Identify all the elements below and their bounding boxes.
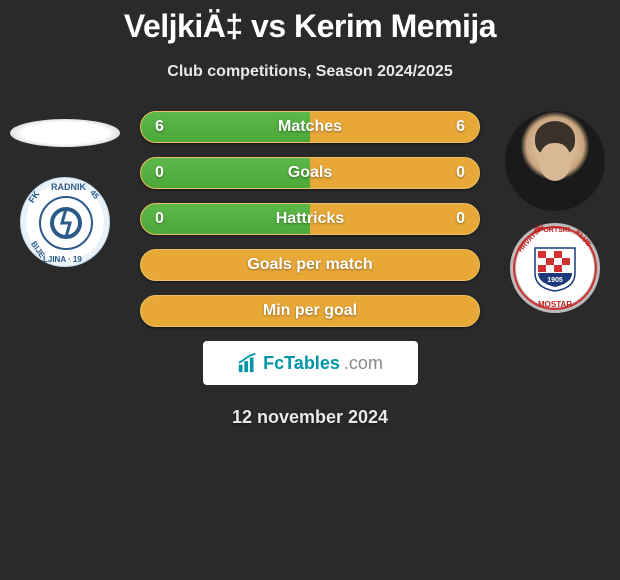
stat-bars: 6 Matches 6 0 Goals 0 0 Hattricks 0 Goal… — [140, 111, 480, 327]
stat-bar-goals: 0 Goals 0 — [140, 157, 480, 189]
club2-shield-icon: 1905 — [530, 243, 580, 293]
stat-label: Goals per match — [247, 256, 372, 274]
club1-ring-text: RADNIK — [51, 182, 86, 192]
club1-ring-text: LJINA · 19 — [43, 255, 82, 264]
stat-value-right: 6 — [456, 118, 465, 136]
bar-chart-icon — [237, 352, 259, 374]
player1-avatar — [10, 119, 120, 147]
stat-bar-goals-per-match: Goals per match — [140, 249, 480, 281]
svg-text:1905: 1905 — [547, 277, 563, 284]
subtitle: Club competitions, Season 2024/2025 — [0, 63, 620, 81]
club1-badge: RADNIK FK BIJE 45 LJINA · 19 — [20, 177, 110, 267]
page-title: VeljkiÄ‡ vs Kerim Memija — [0, 0, 620, 45]
date-label: 12 november 2024 — [0, 407, 620, 428]
stat-label: Matches — [278, 118, 342, 136]
right-column: ŠPORTSKI KLUB HRVATSKI MOSTAR 1905 — [500, 111, 610, 313]
stat-value-left: 0 — [155, 210, 164, 228]
stat-label: Hattricks — [276, 210, 344, 228]
club1-logo-icon — [48, 205, 84, 241]
club2-ring-text: MOSTAR — [538, 300, 572, 309]
stat-bar-hattricks: 0 Hattricks 0 — [140, 203, 480, 235]
stat-label: Goals — [288, 164, 332, 182]
stat-label: Min per goal — [263, 302, 357, 320]
stat-value-right: 0 — [456, 164, 465, 182]
stat-value-right: 0 — [456, 210, 465, 228]
club1-ring-text: 45 — [88, 188, 101, 201]
brand-badge: FcTables.com — [203, 341, 418, 385]
stat-bar-min-per-goal: Min per goal — [140, 295, 480, 327]
stat-bar-matches: 6 Matches 6 — [140, 111, 480, 143]
player2-avatar — [505, 111, 605, 211]
brand-suffix: .com — [344, 353, 383, 374]
club1-ring-text: FK — [26, 189, 41, 205]
stat-value-left: 0 — [155, 164, 164, 182]
left-column: RADNIK FK BIJE 45 LJINA · 19 — [10, 111, 120, 267]
brand-name: FcTables — [263, 353, 340, 374]
stat-value-left: 6 — [155, 118, 164, 136]
club2-badge: ŠPORTSKI KLUB HRVATSKI MOSTAR 1905 — [510, 223, 600, 313]
comparison-content: RADNIK FK BIJE 45 LJINA · 19 ŠPORTSKI KL… — [0, 111, 620, 428]
